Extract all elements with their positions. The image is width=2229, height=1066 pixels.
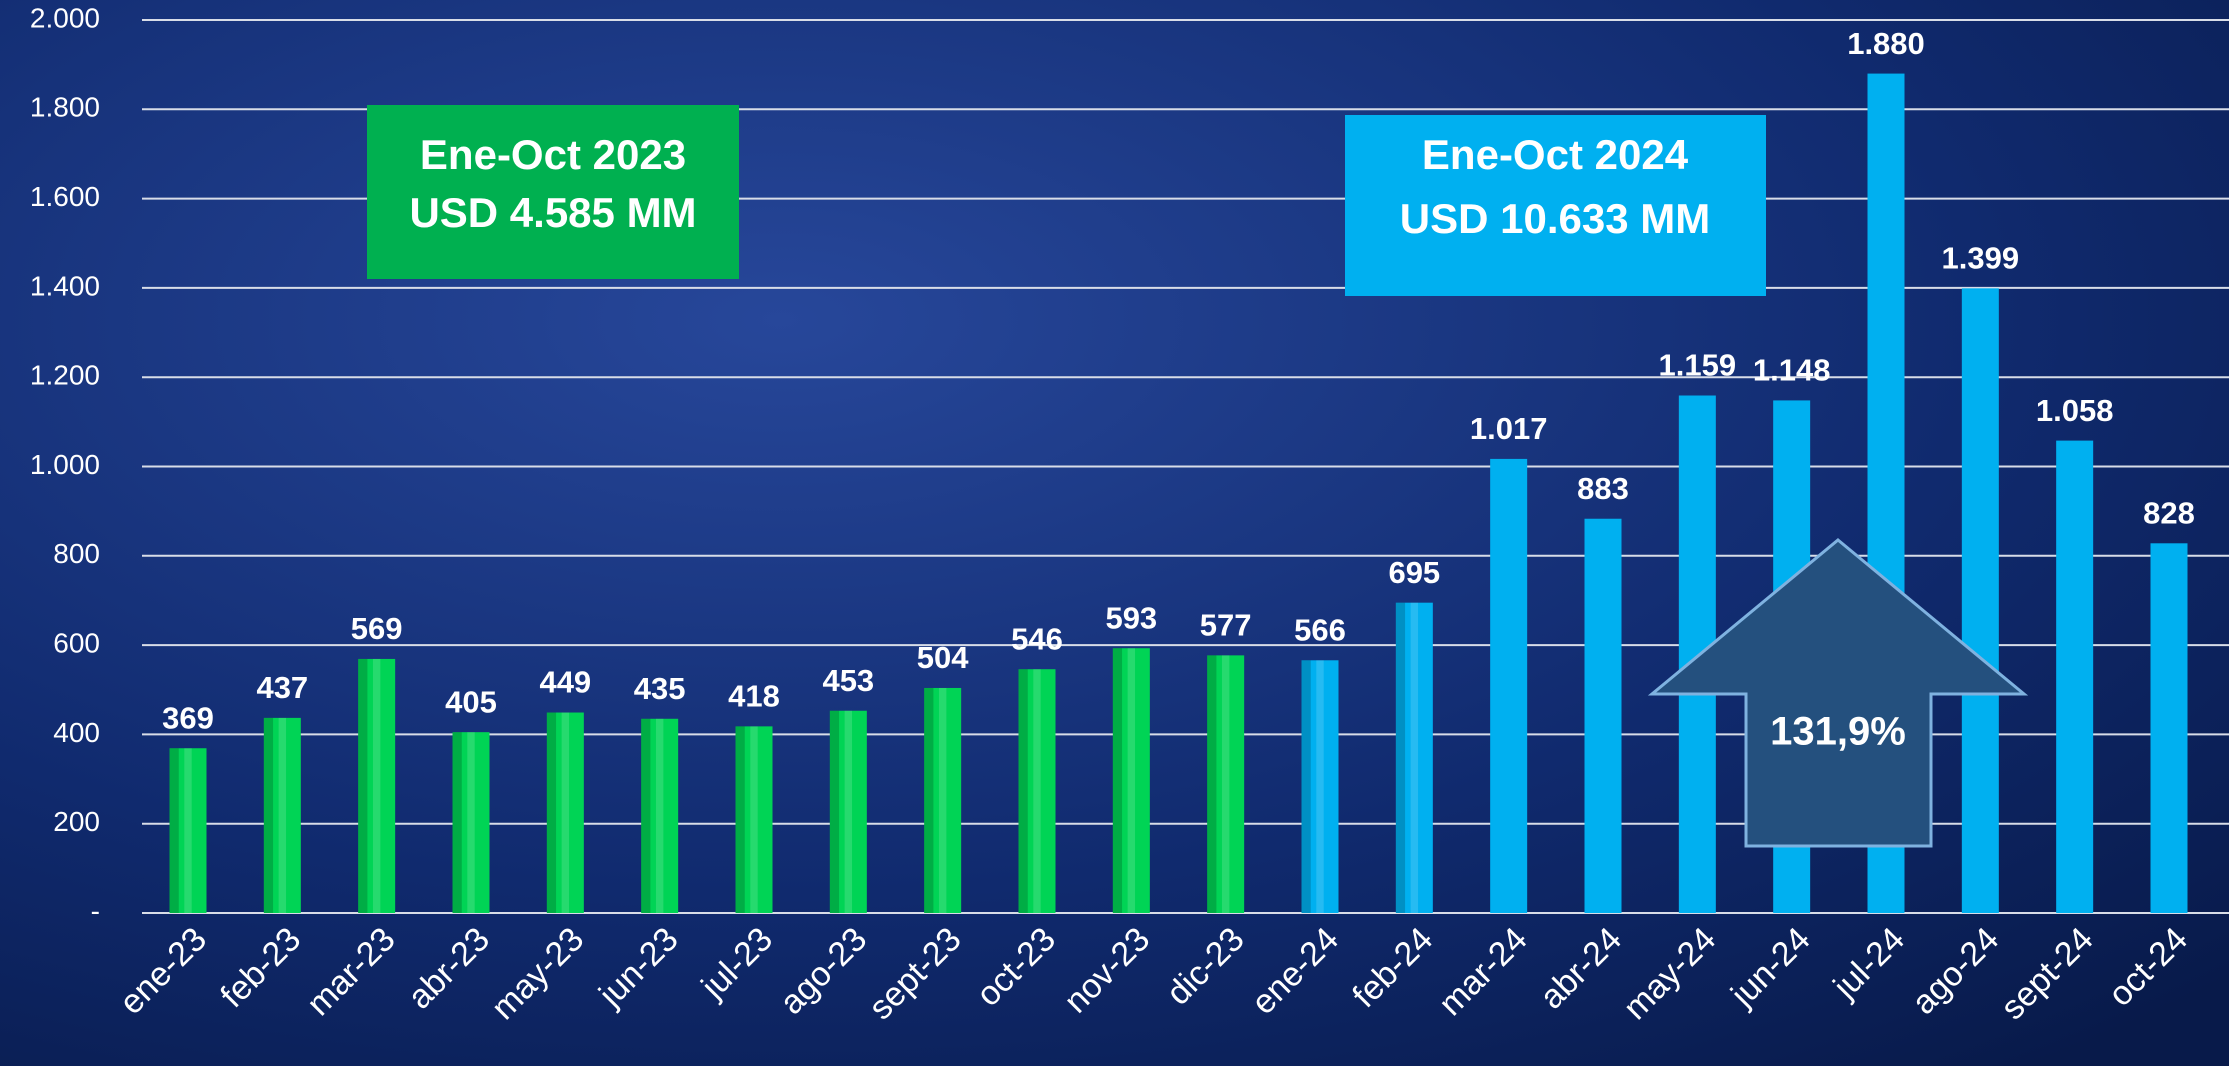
bar-shade xyxy=(546,712,557,913)
data-label: 883 xyxy=(1577,471,1629,506)
y-tick-label: 200 xyxy=(53,806,100,837)
data-label: 369 xyxy=(162,700,214,735)
data-label: 418 xyxy=(728,679,780,714)
bar-shade xyxy=(452,732,462,913)
bar-highlight xyxy=(750,726,758,913)
y-tick-label: 1.800 xyxy=(30,92,100,123)
y-tick-label: 1.200 xyxy=(30,360,100,391)
data-label: 1.399 xyxy=(1942,241,2020,276)
bar-highlight xyxy=(1221,655,1230,913)
y-tick-label: 1.600 xyxy=(30,181,100,212)
y-tick-label: 2.000 xyxy=(30,2,100,33)
data-label: 449 xyxy=(539,665,591,700)
data-label: 1.148 xyxy=(1753,353,1831,388)
bar-highlight xyxy=(278,717,287,913)
bar-shade xyxy=(263,717,274,913)
bar-highlight xyxy=(184,748,192,913)
bar-highlight xyxy=(561,712,570,913)
bar xyxy=(1395,602,1433,913)
bar xyxy=(641,718,679,913)
data-label: 828 xyxy=(2143,495,2195,530)
data-label: 569 xyxy=(351,611,403,646)
bar xyxy=(829,710,867,913)
data-label: 1.058 xyxy=(2036,393,2114,428)
bar xyxy=(358,658,396,913)
data-label: 577 xyxy=(1200,608,1252,643)
y-tick-label: 800 xyxy=(53,538,100,569)
y-tick-label: 400 xyxy=(53,717,100,748)
bar-highlight xyxy=(938,687,947,913)
bar xyxy=(2056,440,2094,913)
bar xyxy=(1112,648,1150,913)
data-label: 695 xyxy=(1388,555,1440,590)
annotations: Ene-Oct 2023 USD 4.585 MM Ene-Oct 2024 U… xyxy=(367,105,1766,296)
bar-shade xyxy=(641,718,651,913)
data-label: 1.880 xyxy=(1847,26,1925,61)
bar-shade xyxy=(1395,602,1406,913)
growth-arrow xyxy=(1647,538,2029,848)
bar-shade xyxy=(1207,655,1217,913)
bar xyxy=(2150,543,2188,913)
bar xyxy=(735,726,773,913)
bar xyxy=(924,687,962,913)
annotation-text: USD 4.585 MM xyxy=(409,189,696,236)
bar-highlight xyxy=(467,732,475,913)
bar-shade xyxy=(1301,660,1311,913)
y-tick-label: 1.000 xyxy=(30,449,100,480)
bar xyxy=(1490,458,1528,913)
data-label: 435 xyxy=(634,671,686,706)
bar xyxy=(169,748,207,913)
annotation-text: USD 10.633 MM xyxy=(1400,195,1710,242)
bar-shade xyxy=(358,658,368,913)
data-label: 437 xyxy=(256,670,308,705)
data-label: 453 xyxy=(822,663,874,698)
data-label: 504 xyxy=(917,640,969,675)
annotation-text: 131,9% xyxy=(1770,710,1906,754)
bar xyxy=(546,712,584,913)
annotation-text: Ene-Oct 2023 xyxy=(420,131,686,178)
bar-shade xyxy=(924,687,934,913)
bar-shade xyxy=(1018,669,1028,913)
annotation-box xyxy=(1345,115,1766,296)
data-label: 405 xyxy=(445,684,497,719)
bar-highlight xyxy=(1127,648,1136,913)
y-tick-label: 1.400 xyxy=(30,270,100,301)
data-label: 1.159 xyxy=(1659,348,1737,383)
annotation-box xyxy=(367,105,739,279)
bar xyxy=(1584,518,1622,913)
bar-highlight xyxy=(372,658,381,913)
bar-shade xyxy=(1112,648,1123,913)
y-tick-label: - xyxy=(91,895,100,926)
data-label: 593 xyxy=(1105,600,1157,635)
bar-shade xyxy=(735,726,745,913)
bar xyxy=(1018,669,1056,913)
data-label: 566 xyxy=(1294,612,1346,647)
bar xyxy=(1207,655,1245,913)
bar xyxy=(1961,288,1999,913)
bar-highlight xyxy=(844,710,853,913)
bar-shade xyxy=(829,710,840,913)
y-tick-label: 600 xyxy=(53,627,100,658)
bar-highlight xyxy=(1410,602,1419,913)
bar-highlight xyxy=(1316,660,1324,913)
annotation-text: Ene-Oct 2024 xyxy=(1422,131,1689,178)
bar xyxy=(1301,660,1339,913)
bar xyxy=(452,732,490,913)
data-label: 1.017 xyxy=(1470,411,1548,446)
data-label: 546 xyxy=(1011,621,1063,656)
bar-highlight xyxy=(655,718,664,913)
bar-highlight xyxy=(1033,669,1041,913)
bar xyxy=(263,717,301,913)
bar-shade xyxy=(169,748,179,913)
